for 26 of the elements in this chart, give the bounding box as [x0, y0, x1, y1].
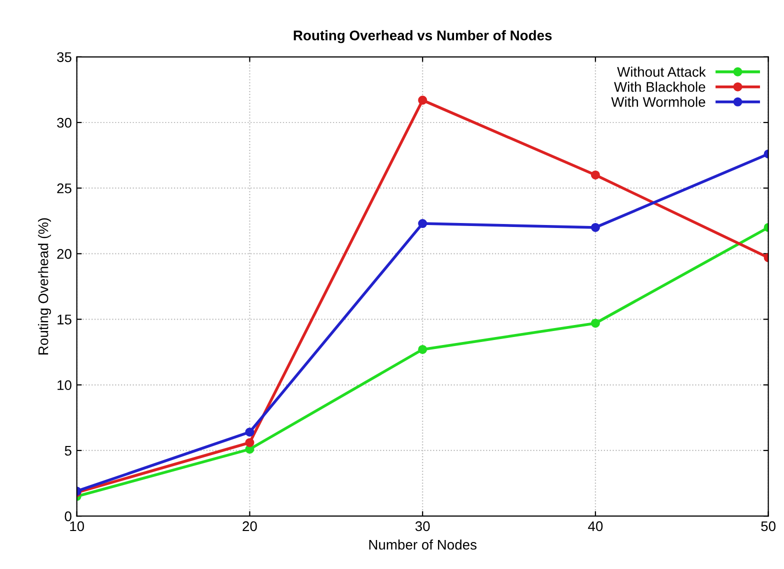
- point: [418, 219, 428, 228]
- point: [590, 170, 600, 180]
- point: [418, 96, 428, 105]
- legend-label: With Blackhole: [614, 82, 706, 92]
- legend-label: With Wormhole: [611, 96, 706, 107]
- y-tick-label: 25: [57, 183, 72, 194]
- y-tick-label: 20: [57, 249, 72, 259]
- y-tick-label: 5: [64, 446, 72, 456]
- x-tick-label: 40: [588, 521, 603, 532]
- point: [590, 222, 600, 232]
- y-tick-label: 10: [58, 380, 72, 390]
- point: [245, 428, 254, 437]
- x-tick-label: 50: [761, 521, 776, 532]
- y-tick-label: 30: [57, 118, 72, 128]
- y-tick-label: 15: [58, 314, 72, 324]
- point: [590, 318, 600, 328]
- y-axis-title: Routing Overhead (%): [38, 218, 51, 354]
- x-tick-label: 20: [242, 521, 257, 532]
- x-tick-label: 30: [415, 521, 430, 532]
- point: [245, 438, 254, 448]
- legend-label: Without Attack: [617, 66, 706, 77]
- x-axis-title: Number of Nodes: [369, 539, 476, 550]
- point: [418, 344, 428, 354]
- y-tick-label: 0: [64, 511, 72, 522]
- chart-title: Routing Overhead vs Number of Nodes: [294, 30, 552, 44]
- y-tick-label: 35: [57, 52, 72, 62]
